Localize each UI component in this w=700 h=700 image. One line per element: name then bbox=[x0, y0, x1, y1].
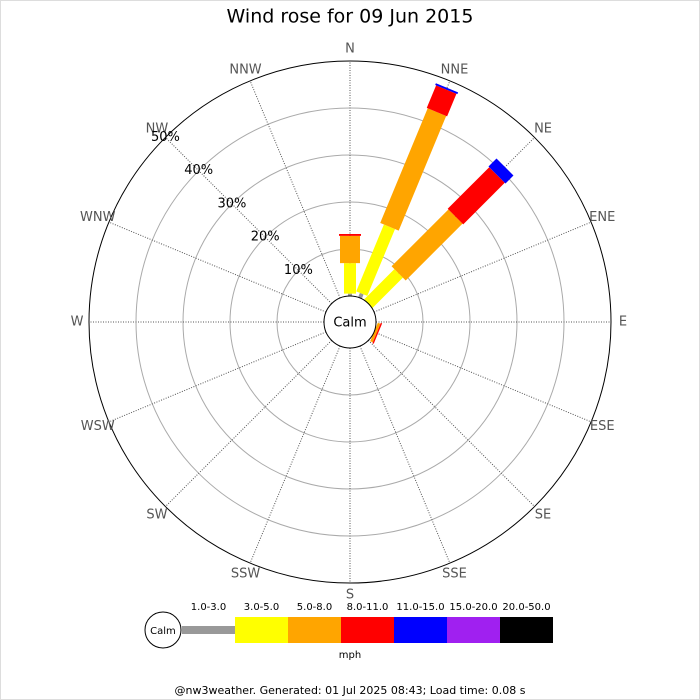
ring-label: 40% bbox=[184, 163, 213, 178]
legend-swatch bbox=[500, 617, 553, 643]
direction-label: S bbox=[346, 588, 354, 603]
direction-label: NE bbox=[534, 121, 552, 136]
legend-swatch bbox=[235, 617, 288, 643]
legend-label: 5.0-8.0 bbox=[297, 602, 332, 613]
direction-label: SE bbox=[535, 508, 551, 523]
legend-swatch bbox=[394, 617, 447, 643]
direction-label: SSW bbox=[231, 567, 261, 582]
bar-segment bbox=[344, 263, 356, 294]
legend-label: 20.0-50.0 bbox=[502, 602, 550, 613]
legend-label: 1.0-3.0 bbox=[191, 602, 226, 613]
legend-label: 11.0-15.0 bbox=[396, 602, 444, 613]
legend-swatch bbox=[341, 617, 394, 643]
grid-ring bbox=[88, 60, 612, 584]
bar-segment bbox=[380, 108, 447, 231]
spoke bbox=[249, 80, 341, 299]
direction-label: SW bbox=[146, 508, 167, 523]
direction-label: NW bbox=[146, 121, 169, 136]
bar-segment bbox=[370, 322, 381, 343]
spoke bbox=[359, 345, 451, 564]
direction-label: NNE bbox=[441, 62, 469, 77]
ring-label: 30% bbox=[217, 196, 246, 211]
bar-segment bbox=[348, 293, 352, 296]
direction-label: NNW bbox=[229, 62, 261, 77]
direction-label: N bbox=[345, 42, 355, 57]
spoke bbox=[373, 331, 592, 423]
ring-label: 10% bbox=[284, 263, 313, 278]
direction-label: E bbox=[619, 315, 627, 330]
direction-label: ESE bbox=[590, 419, 615, 434]
legend-swatch bbox=[182, 626, 235, 634]
spoke bbox=[368, 340, 535, 507]
legend-label: 15.0-20.0 bbox=[449, 602, 497, 613]
spoke bbox=[249, 345, 341, 564]
bar-segment bbox=[391, 209, 463, 281]
direction-label: W bbox=[71, 315, 84, 330]
bar-segment bbox=[447, 167, 505, 225]
legend-swatch bbox=[447, 617, 500, 643]
legend-calm bbox=[144, 611, 182, 649]
legend-label: 3.0-5.0 bbox=[244, 602, 279, 613]
bar-segment bbox=[372, 322, 383, 344]
bar-segment bbox=[339, 233, 361, 236]
footer: @nw3weather. Generated: 01 Jul 2025 08:4… bbox=[175, 684, 526, 697]
bar-segment bbox=[426, 85, 457, 117]
bar-segment bbox=[340, 235, 360, 264]
chart-title: Wind rose for 09 Jun 2015 bbox=[227, 6, 474, 28]
spoke bbox=[165, 340, 332, 507]
ring-label: 50% bbox=[151, 130, 180, 145]
bar-segment bbox=[356, 224, 395, 296]
bar-segment bbox=[435, 83, 459, 95]
legend-label: 8.0-11.0 bbox=[347, 602, 389, 613]
spoke bbox=[108, 331, 327, 423]
unit-label: mph bbox=[339, 650, 361, 661]
spoke bbox=[373, 221, 592, 313]
legend-swatch bbox=[288, 617, 341, 643]
direction-label: WNW bbox=[80, 210, 116, 225]
direction-label: WSW bbox=[81, 419, 115, 434]
spoke bbox=[165, 137, 332, 304]
calm-label: Calm bbox=[333, 316, 366, 331]
bar-segment bbox=[488, 158, 514, 184]
legend-calm-label: Calm bbox=[150, 626, 176, 637]
direction-label: ENE bbox=[589, 210, 615, 225]
direction-label: SSE bbox=[442, 567, 467, 582]
bar-segment bbox=[364, 269, 403, 308]
calm-circle bbox=[323, 295, 377, 349]
spoke bbox=[108, 221, 327, 313]
ring-label: 20% bbox=[251, 230, 280, 245]
grid-ring bbox=[229, 201, 471, 443]
